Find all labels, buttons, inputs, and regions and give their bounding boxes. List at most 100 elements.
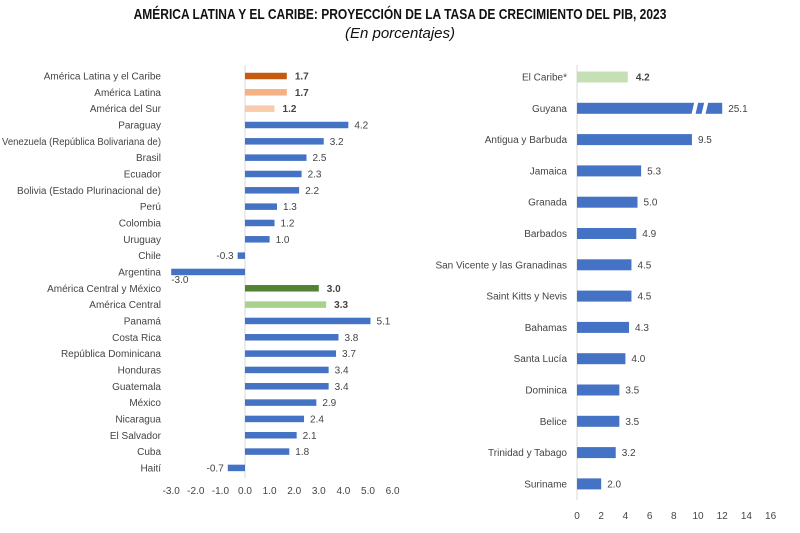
data-label: 1.2 — [281, 218, 295, 229]
x-tick-label: -1.0 — [212, 486, 230, 497]
data-label: -0.3 — [216, 251, 234, 262]
data-label: 2.2 — [305, 186, 319, 197]
data-label: 3.7 — [342, 349, 356, 360]
category-label: Haití — [140, 463, 161, 474]
x-tick-label: 14 — [741, 511, 753, 522]
category-label: Guatemala — [112, 382, 161, 393]
category-label: Venezuela (República Bolivariana de) — [2, 137, 161, 148]
bar — [577, 290, 632, 302]
bar — [245, 89, 287, 96]
x-tick-label: 0 — [574, 511, 580, 522]
x-tick-label: 16 — [765, 511, 777, 522]
x-tick-label: 6 — [647, 511, 653, 522]
x-tick-label: 8 — [671, 511, 677, 522]
bar — [245, 432, 297, 439]
bar — [245, 415, 305, 423]
category-label: Panamá — [124, 316, 162, 327]
x-tick-label: -2.0 — [187, 486, 205, 497]
category-label: Barbados — [524, 229, 567, 240]
x-tick-label: 0.0 — [238, 486, 252, 497]
category-label: América Central y México — [47, 284, 161, 295]
x-tick-label: 3.0 — [312, 486, 326, 497]
category-label: Colombia — [119, 218, 162, 229]
data-label: 4.5 — [637, 260, 651, 271]
bar — [245, 187, 300, 194]
data-label: 2.0 — [607, 479, 621, 490]
category-label: América del Sur — [90, 104, 162, 115]
x-tick-label: 10 — [692, 511, 704, 522]
bar — [245, 203, 277, 210]
data-label: 9.5 — [698, 135, 712, 146]
data-label: 4.2 — [354, 120, 368, 131]
data-label: 2.9 — [322, 398, 336, 409]
bar — [245, 219, 275, 227]
bar — [577, 134, 692, 146]
category-label: América Central — [89, 300, 161, 311]
category-label: El Caribe* — [522, 73, 567, 84]
data-label: 1.0 — [276, 235, 290, 246]
bar — [245, 317, 371, 325]
category-label: Saint Kitts y Nevis — [486, 292, 567, 303]
data-label: 1.2 — [283, 104, 297, 115]
bar — [171, 268, 245, 276]
category-label: Santa Lucía — [514, 354, 568, 365]
bar — [577, 165, 642, 177]
data-label: 5.1 — [376, 316, 390, 327]
data-label: 2.4 — [310, 414, 324, 425]
bar — [245, 301, 327, 308]
data-label: 5.3 — [647, 166, 661, 177]
category-label: Costa Rica — [112, 333, 161, 344]
category-label: América Latina — [94, 88, 161, 99]
data-label: 3.4 — [335, 382, 349, 393]
chart-title: AMÉRICA LATINA Y EL CARIBE: PROYECCIÓN D… — [133, 6, 667, 23]
category-label: Trinidad y Tabago — [488, 448, 567, 459]
x-tick-label: 4 — [623, 511, 629, 522]
data-label: 4.5 — [637, 292, 651, 303]
bar — [577, 415, 620, 427]
bar — [245, 334, 339, 341]
bar — [577, 259, 632, 271]
x-tick-label: 6.0 — [386, 486, 400, 497]
data-label: 3.2 — [622, 448, 636, 459]
data-label: 5.0 — [644, 198, 658, 209]
category-label: Guyana — [532, 104, 567, 115]
data-label: 2.3 — [308, 169, 322, 180]
category-label: El Salvador — [110, 431, 162, 442]
data-label: 25.1 — [728, 104, 748, 115]
category-label: América Latina y el Caribe — [44, 72, 162, 83]
category-label: Antigua y Barbuda — [485, 135, 568, 146]
x-tick-label: 2 — [598, 511, 604, 522]
data-label: 4.2 — [636, 73, 650, 84]
data-label: 1.8 — [295, 447, 309, 458]
data-label: 4.0 — [631, 354, 645, 365]
bar — [245, 448, 290, 455]
bar — [577, 353, 626, 365]
category-label: Bolivia (Estado Plurinacional de) — [17, 186, 161, 197]
bar — [245, 366, 329, 374]
category-label: Cuba — [137, 447, 161, 458]
category-label: México — [129, 398, 161, 409]
x-tick-label: 1.0 — [263, 486, 277, 497]
bar — [245, 399, 317, 406]
data-label: 3.3 — [334, 300, 348, 311]
bar — [245, 138, 324, 145]
bar — [245, 383, 329, 390]
category-label: Chile — [138, 251, 161, 262]
bar — [577, 196, 638, 208]
data-label: -0.7 — [207, 463, 225, 474]
data-label: 2.5 — [313, 153, 327, 164]
data-label: 1.7 — [295, 72, 309, 83]
bar — [577, 102, 723, 114]
axis-break-mark — [701, 101, 709, 115]
bar — [245, 236, 270, 243]
bar — [227, 464, 245, 472]
category-label: Paraguay — [118, 120, 161, 131]
data-label: 4.3 — [635, 323, 649, 334]
category-label: Honduras — [118, 365, 161, 376]
category-label: Uruguay — [123, 235, 161, 246]
category-label: Nicaragua — [115, 414, 161, 425]
bar — [577, 478, 602, 490]
data-label: 3.4 — [335, 365, 349, 376]
category-label: Dominica — [525, 386, 567, 397]
